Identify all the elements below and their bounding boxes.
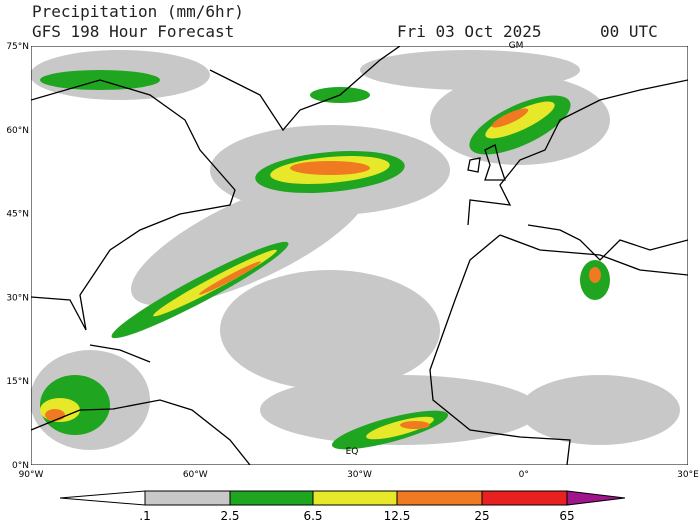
colorbar-label: 2.5 bbox=[220, 509, 239, 523]
lon-label: 60°W bbox=[183, 470, 208, 480]
lat-label: 0°N bbox=[12, 461, 29, 471]
lon-label: 90°W bbox=[19, 470, 44, 480]
colorbar-label: 65 bbox=[559, 509, 574, 523]
subtitle: GFS 198 Hour Forecast bbox=[32, 22, 234, 41]
map bbox=[31, 46, 688, 465]
lat-label: 15°N bbox=[6, 377, 29, 387]
title: Precipitation (mm/6hr) bbox=[32, 2, 244, 21]
colorbar-labels: .1 2.5 6.5 12.5 25 65 bbox=[139, 509, 574, 523]
lat-label: 75°N bbox=[6, 42, 29, 52]
coastlines bbox=[31, 46, 688, 465]
lon-label: 30°E bbox=[677, 470, 699, 480]
colorbar-label: 6.5 bbox=[303, 509, 322, 523]
date: Fri 03 Oct 2025 bbox=[397, 22, 542, 41]
lat-labels: 75°N 60°N 45°N 30°N 15°N 0°N bbox=[6, 42, 29, 471]
colorbar-label: .1 bbox=[139, 509, 150, 523]
lat-label: 30°N bbox=[6, 293, 29, 303]
lon-labels: 90°W 60°W 30°W 0° 30°E bbox=[19, 470, 700, 480]
annotation: EQ bbox=[346, 447, 359, 457]
lat-label: 60°N bbox=[6, 126, 29, 136]
colorbar-label: 12.5 bbox=[384, 509, 411, 523]
lon-label: 0° bbox=[519, 470, 529, 480]
colorbar-label: 25 bbox=[474, 509, 489, 523]
lon-label: 30°W bbox=[347, 470, 372, 480]
colorbar bbox=[59, 490, 626, 506]
time: 00 UTC bbox=[600, 22, 658, 41]
annotation: GM bbox=[509, 41, 524, 51]
lat-label: 45°N bbox=[6, 210, 29, 220]
